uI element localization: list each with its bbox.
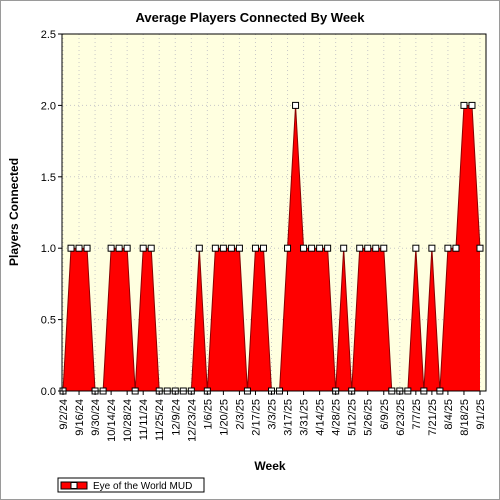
data-point xyxy=(300,244,308,252)
x-tick-label: 6/9/25 xyxy=(379,399,391,430)
y-tick-label: 1.0 xyxy=(41,243,56,255)
x-tick-label: 3/31/25 xyxy=(299,399,311,436)
x-tick-label: 4/28/25 xyxy=(331,399,343,436)
data-point xyxy=(340,244,348,252)
data-point xyxy=(195,244,203,252)
data-point xyxy=(428,244,436,252)
data-point xyxy=(444,244,452,252)
x-tick-label: 11/11/24 xyxy=(138,399,150,440)
data-point xyxy=(324,244,332,252)
x-tick-label: 12/9/24 xyxy=(170,399,182,436)
data-point xyxy=(123,244,131,252)
data-point xyxy=(284,244,292,252)
data-point xyxy=(251,244,259,252)
x-tick-label: 5/26/25 xyxy=(363,399,375,436)
y-tick-label: 2.0 xyxy=(41,100,56,112)
x-tick-label: 1/20/25 xyxy=(218,399,230,436)
chart-title: Average Players Connected By Week xyxy=(135,10,365,25)
data-point xyxy=(139,244,147,252)
y-axis-title: Players Connected xyxy=(7,158,21,266)
data-point xyxy=(292,101,300,109)
x-tick-label: 10/28/24 xyxy=(122,399,134,442)
x-axis-title: Week xyxy=(254,459,285,473)
data-point xyxy=(259,244,267,252)
data-point xyxy=(308,244,316,252)
data-point xyxy=(83,244,91,252)
y-tick-label: 0.5 xyxy=(41,315,56,327)
data-point xyxy=(147,244,155,252)
x-tick-label: 3/17/25 xyxy=(283,399,295,436)
x-tick-label: 6/23/25 xyxy=(395,399,407,436)
legend-marker xyxy=(70,482,78,489)
series-area xyxy=(63,105,480,392)
x-tick-label: 12/23/24 xyxy=(186,399,198,442)
data-point xyxy=(211,244,219,252)
x-tick-label: 2/3/25 xyxy=(234,399,246,430)
x-tick-label: 1/6/25 xyxy=(202,399,214,430)
data-point xyxy=(452,244,460,252)
data-point xyxy=(235,244,243,252)
data-point xyxy=(67,244,75,252)
data-point xyxy=(75,244,83,252)
x-tick-label: 11/25/24 xyxy=(154,399,166,441)
data-point xyxy=(468,101,476,109)
x-tick-label: 9/1/25 xyxy=(475,399,487,430)
y-tick-label: 2.5 xyxy=(41,29,56,41)
data-point xyxy=(115,244,123,252)
x-tick-label: 8/18/25 xyxy=(459,399,471,436)
x-tick-label: 7/7/25 xyxy=(411,399,423,430)
data-point xyxy=(364,244,372,252)
legend-label: Eye of the World MUD xyxy=(93,481,192,492)
legend-box xyxy=(57,477,205,493)
x-tick-label: 5/12/25 xyxy=(347,399,359,436)
x-tick-label: 7/21/25 xyxy=(427,399,439,436)
data-point xyxy=(380,244,388,252)
data-point xyxy=(412,244,420,252)
x-tick-label: 10/14/24 xyxy=(106,399,118,442)
data-point xyxy=(227,244,235,252)
data-point xyxy=(476,244,484,252)
x-tick-label: 2/17/25 xyxy=(250,399,262,436)
x-tick-label: 9/16/24 xyxy=(74,399,86,436)
data-point xyxy=(107,244,115,252)
plot-area: 0.0 0.5 1.0 1.5 2.0 2.5 9/2/24 9/16/24 9/30/24 10… xyxy=(41,29,487,442)
x-tick-label: 3/3/25 xyxy=(267,399,279,430)
y-tick-label: 0.0 xyxy=(41,386,56,398)
y-tick-label: 1.5 xyxy=(41,172,56,184)
x-tick-label: 9/30/24 xyxy=(90,399,102,436)
legend: Eye of the World MUD xyxy=(57,477,205,493)
data-point xyxy=(219,244,227,252)
data-point xyxy=(356,244,364,252)
data-point xyxy=(316,244,324,252)
x-tick-label: 8/4/25 xyxy=(443,399,455,430)
data-point xyxy=(372,244,380,252)
x-tick-label: 9/2/24 xyxy=(58,399,70,430)
plot-border xyxy=(61,33,487,392)
x-tick-label: 4/14/25 xyxy=(315,399,327,436)
data-point xyxy=(460,101,468,109)
